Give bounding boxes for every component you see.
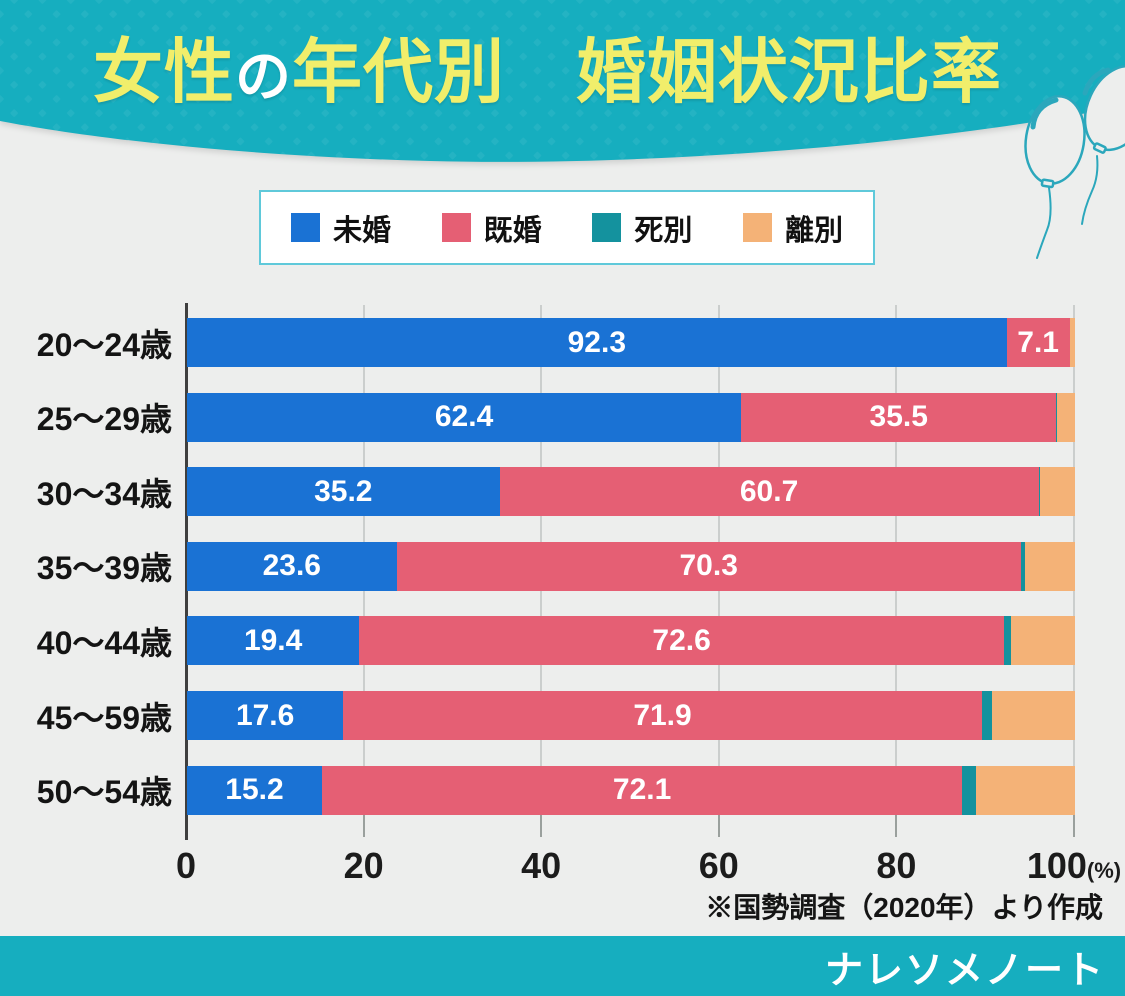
legend-swatch-unmarried (291, 213, 320, 242)
title-part: の (235, 45, 292, 108)
bar-segment-divorced (1057, 392, 1075, 442)
legend-label: 離別 (784, 214, 843, 247)
bar-row: 92.3 7.1 (187, 318, 1075, 367)
age-label: 50〜54歳 (36, 774, 172, 811)
bar-segment-unmarried: 19.4 (187, 616, 360, 666)
legend-item-married: 既婚 (441, 207, 542, 249)
bar-segment-widowed (1020, 541, 1026, 591)
brand-logo: ナレソメノート (824, 949, 1105, 992)
bar-segment-married: 72.6 (359, 616, 1004, 666)
bar-segment-widowed (1056, 392, 1058, 442)
page-title: 女性の年代別 婚姻状況比率 (0, 16, 1095, 133)
balloons-icon (1024, 64, 1125, 259)
bar-value-label: 70.3 (679, 549, 738, 583)
bar-row: 62.4 35.5 (187, 392, 1075, 442)
tick-value: 20 (343, 845, 384, 886)
bar-row: 15.2 72.1 (187, 765, 1075, 815)
x-tick-label: 0 (106, 844, 266, 888)
bar-value-label: 72.1 (612, 773, 672, 807)
x-tick-label: 60 (639, 844, 799, 888)
legend-item-widowed: 死別 (592, 207, 692, 249)
legend-swatch-divorced (742, 213, 772, 242)
bar-segment-unmarried: 92.3 (187, 318, 1007, 367)
bar-segment-married: 7.1 (1006, 318, 1070, 367)
bar-segment-widowed (1038, 467, 1041, 517)
bar-segment-married: 72.1 (321, 765, 963, 815)
source-note: ※国勢調査（2020年）より作成 (705, 892, 1103, 923)
y-axis (185, 303, 188, 840)
bar-row: 35.2 60.7 (187, 467, 1075, 517)
bar-value-label: 92.3 (567, 325, 626, 359)
bar-segment-widowed (962, 765, 977, 815)
bar-value-label: 17.6 (235, 698, 295, 732)
bar-segment-divorced (1025, 541, 1075, 591)
tick-unit: (%) (1086, 858, 1122, 883)
bar-segment-unmarried: 15.2 (187, 765, 322, 815)
tick-value: 0 (175, 845, 197, 886)
legend-label: 死別 (634, 214, 693, 247)
age-label: 35〜39歳 (36, 550, 172, 587)
x-tick-label: 80 (816, 844, 976, 888)
legend: 未婚 既婚 死別 離別 (259, 190, 875, 265)
tick-value: 80 (876, 845, 917, 886)
age-label: 30〜34歳 (36, 475, 172, 512)
bar-segment-unmarried: 23.6 (187, 541, 397, 591)
bar-segment-married: 60.7 (499, 467, 1039, 517)
bar-row: 19.4 72.6 (187, 616, 1075, 666)
bar-segment-divorced (1011, 616, 1075, 666)
age-label: 40〜44歳 (36, 624, 172, 661)
tick-value: 60 (698, 845, 739, 886)
title-part: 女性 (93, 33, 235, 111)
bar-value-label: 7.1 (1017, 325, 1059, 359)
axis-tick (717, 815, 720, 837)
axis-tick (1073, 815, 1075, 837)
bar-segment-unmarried: 35.2 (187, 467, 500, 517)
axis-tick (362, 815, 365, 837)
bar-value-label: 19.4 (243, 623, 303, 657)
bar-segment-unmarried: 17.6 (187, 691, 344, 740)
bar-segment-married: 70.3 (396, 541, 1021, 591)
tick-value: 40 (521, 845, 562, 886)
legend-swatch-widowed (592, 213, 622, 242)
bar-segment-divorced (992, 691, 1075, 740)
age-label: 45〜59歳 (36, 699, 172, 736)
legend-item-divorced: 離別 (742, 207, 843, 249)
legend-item-unmarried: 未婚 (291, 207, 391, 249)
x-tick-label: 100(%) (994, 844, 1125, 893)
x-tick-label: 40 (461, 844, 621, 888)
tick-value: 100 (1026, 845, 1087, 886)
bar-row: 17.6 71.9 (187, 691, 1075, 740)
age-label: 25〜29歳 (36, 401, 172, 438)
bar-segment-unmarried: 62.4 (187, 392, 742, 442)
axis-tick (895, 815, 898, 837)
bar-value-label: 72.6 (652, 623, 711, 657)
axis-tick (540, 815, 543, 837)
x-tick-label: 20 (284, 844, 444, 888)
legend-swatch-married (441, 213, 471, 242)
bar-segment-divorced (1040, 467, 1075, 517)
bar-value-label: 60.7 (739, 474, 799, 508)
bar-segment-married: 71.9 (343, 691, 982, 740)
legend-label: 未婚 (333, 214, 392, 247)
bar-segment-divorced (1069, 318, 1075, 367)
bar-value-label: 35.2 (314, 474, 373, 508)
title-part: 婚姻状況比率 (576, 33, 1002, 111)
bar-value-label: 71.9 (633, 698, 692, 732)
bar-value-label: 23.6 (262, 549, 321, 583)
bar-value-label: 62.4 (434, 400, 494, 434)
header-banner (0, 0, 1125, 162)
bar-segment-divorced (976, 765, 1075, 815)
bar-value-label: 35.5 (869, 400, 928, 434)
legend-label: 既婚 (483, 214, 542, 247)
bar-row: 23.6 70.3 (187, 541, 1075, 591)
title-part: 年代別 (292, 33, 505, 111)
bar-segment-widowed (981, 691, 993, 740)
bar-segment-widowed (1003, 616, 1012, 666)
bar-segment-married: 35.5 (741, 392, 1057, 442)
footer-bar: ナレソメノート (0, 936, 1125, 996)
age-label: 20〜24歳 (36, 326, 172, 363)
bar-value-label: 15.2 (225, 773, 284, 807)
